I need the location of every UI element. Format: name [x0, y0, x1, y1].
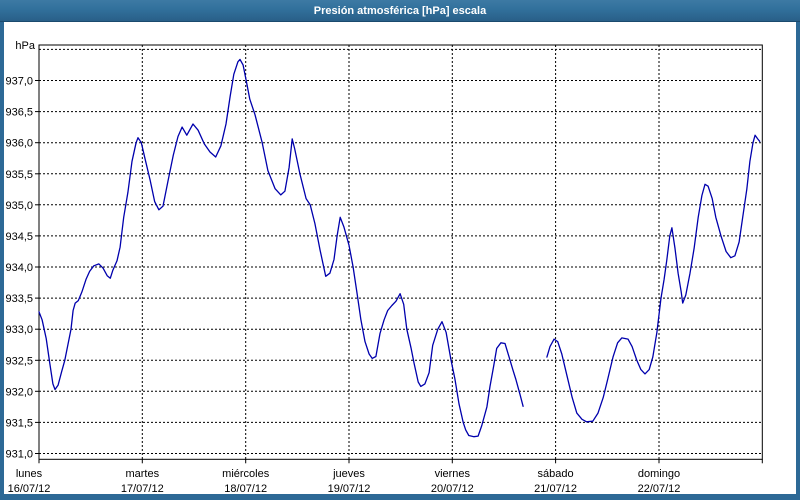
x-day-date: 18/07/12	[224, 483, 267, 495]
x-day-date: 16/07/12	[8, 483, 51, 495]
y-tick-label: 932,0	[5, 386, 33, 398]
x-day-date: 20/07/12	[431, 483, 474, 495]
y-tick-label: 936,0	[5, 138, 33, 150]
y-tick-label: 932,5	[5, 355, 33, 367]
x-day-date: 22/07/12	[638, 483, 681, 495]
y-tick-label: 935,5	[5, 169, 33, 181]
x-day-name: domingo	[638, 468, 680, 480]
y-tick-label: 934,0	[5, 262, 33, 274]
chart-title-bar: Presión atmosférica [hPa] escala	[0, 0, 800, 22]
x-day-name: viernes	[435, 468, 471, 480]
x-day-name: sábado	[538, 468, 574, 480]
pressure-line	[38, 58, 524, 438]
chart-background	[4, 22, 796, 494]
y-tick-label: 936,5	[5, 107, 33, 119]
y-tick-label: 937,0	[5, 76, 33, 88]
x-day-date: 19/07/12	[328, 483, 371, 495]
y-tick-label: 933,5	[5, 293, 33, 305]
y-axis-unit-label: hPa	[15, 40, 35, 52]
plot-frame	[38, 44, 763, 460]
y-tick-label: 931,5	[5, 417, 33, 429]
x-day-name: jueves	[332, 468, 365, 480]
y-tick-label: 931,0	[5, 449, 33, 461]
x-day-date: 21/07/12	[534, 483, 577, 495]
x-day-name: lunes	[16, 468, 43, 480]
x-day-name: martes	[125, 468, 159, 480]
chart-title: Presión atmosférica [hPa] escala	[313, 4, 487, 17]
pressure-line	[546, 134, 761, 423]
y-tick-label: 935,0	[5, 200, 33, 212]
x-day-name: miércoles	[222, 468, 270, 480]
y-tick-label: 934,5	[5, 231, 33, 243]
y-tick-label: 933,0	[5, 324, 33, 336]
x-day-date: 17/07/12	[121, 483, 164, 495]
